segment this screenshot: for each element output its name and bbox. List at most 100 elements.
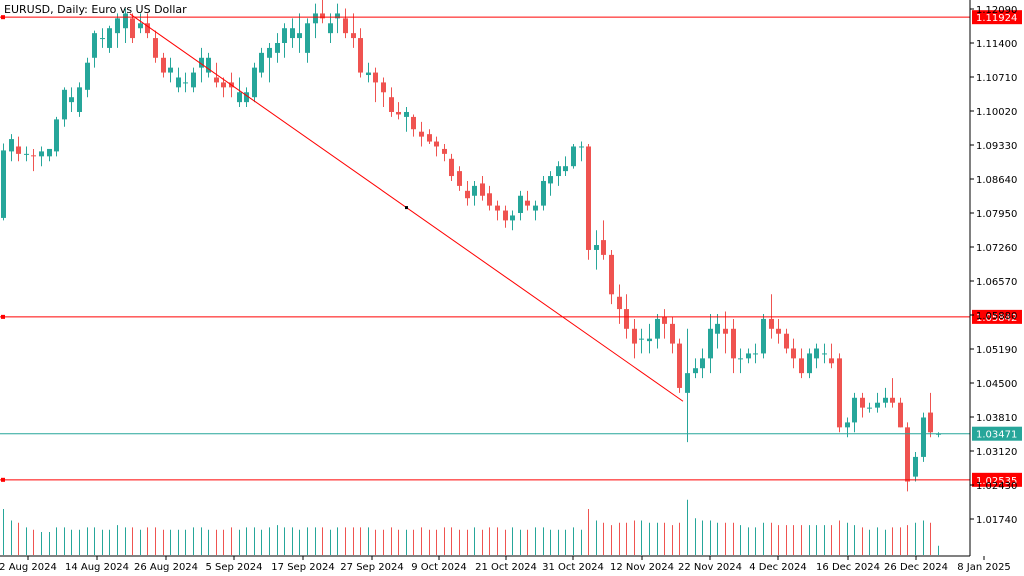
candle-body (39, 151, 44, 157)
candle-body (138, 23, 143, 29)
time-tick-label: 9 Oct 2024 (411, 562, 466, 573)
time-axis: 2 Aug 2024 14 Aug 2024 26 Aug 2024 5 Sep 20… (0, 555, 1011, 573)
candle-body (495, 205, 500, 211)
candle-body (176, 77, 181, 88)
candle-body (723, 328, 728, 334)
volume-pane (3, 499, 939, 555)
candle-body (647, 338, 652, 342)
candle-body (85, 62, 90, 90)
time-tick-label: 26 Dec 2024 (884, 562, 948, 573)
candle-body (890, 397, 895, 403)
candle-body (343, 18, 348, 34)
candle-body (845, 422, 850, 428)
time-tick-label: 12 Nov 2024 (610, 562, 674, 573)
candle-body (389, 97, 394, 112)
candle-body (457, 171, 462, 186)
price-tick-label: 1.03120 (976, 447, 1017, 458)
candle-body (31, 155, 36, 157)
candle-body (928, 412, 933, 433)
candle-body (328, 23, 333, 34)
candle-body (267, 47, 272, 58)
price-tick-label: 1.07260 (976, 243, 1017, 254)
candle-body (16, 146, 21, 154)
candle-body (708, 328, 713, 359)
candle-body (594, 245, 599, 250)
price-tick-label: 1.08640 (976, 175, 1017, 186)
candle-body (746, 353, 751, 359)
price-tick-label: 1.07950 (976, 209, 1017, 220)
candle-body (366, 72, 371, 76)
candle-body (199, 57, 204, 68)
time-tick-label: 14 Aug 2024 (65, 562, 129, 573)
candle-body (617, 296, 622, 310)
candle-body (282, 28, 287, 43)
candle-body (852, 397, 857, 423)
candle-body (92, 33, 97, 58)
candle-body (677, 343, 682, 388)
candle-body (860, 397, 865, 408)
candle-body (115, 18, 120, 34)
price-tick-label: 1.03810 (976, 413, 1017, 424)
price-axis: 1.12090 1.11400 1.10710 1.10020 1.09330 1.086… (969, 0, 1017, 556)
price-level-tag (972, 426, 1022, 441)
time-tick-label: 17 Sep 2024 (271, 562, 334, 573)
price-level-tag-label: 1.03471 (976, 430, 1017, 441)
candle-body (791, 348, 796, 359)
candle-body (936, 433, 941, 435)
candle-body (351, 33, 356, 39)
time-tick-label: 27 Sep 2024 (340, 562, 403, 573)
candle-body (1, 150, 6, 218)
candle-body (77, 87, 82, 112)
time-tick-label: 16 Dec 2024 (816, 562, 880, 573)
candle-body (700, 358, 705, 369)
candle-body (244, 92, 249, 103)
candle-body (480, 183, 485, 196)
price-tick-label: 1.01740 (976, 515, 1017, 526)
candle-body (609, 254, 614, 295)
candle-body (525, 200, 530, 206)
candle-body (434, 141, 439, 147)
candle-body (867, 407, 872, 409)
candle-body (69, 97, 74, 103)
candle-body (518, 195, 523, 213)
trend-line-midpoint (405, 206, 408, 210)
candle-body (100, 38, 105, 40)
time-tick-label: 5 Sep 2024 (205, 562, 262, 573)
candle-body (579, 146, 584, 148)
candle-body (123, 13, 128, 29)
candle-body (9, 139, 14, 152)
candle-body (807, 353, 812, 374)
candle-body (883, 397, 888, 403)
candle-body (601, 240, 606, 255)
symbol-title: EURUSD, Daily: Euro vs US Dollar (4, 3, 187, 16)
price-tick-label: 1.10710 (976, 73, 1017, 84)
candle-body (404, 111, 409, 117)
candle-body (153, 38, 158, 58)
price-level-tag-label: 1.02535 (976, 476, 1017, 487)
time-tick-label: 2 Aug 2024 (0, 562, 57, 573)
candle-body (381, 82, 386, 93)
candle-body (632, 328, 637, 344)
candle-body (563, 166, 568, 172)
candle-body (465, 190, 470, 199)
candles-layer (1, 0, 941, 492)
price-level-tag (972, 10, 1022, 25)
price-tick-label: 1.12090 (976, 5, 1017, 16)
price-tick-label: 1.06570 (976, 277, 1017, 288)
candle-body (54, 119, 59, 152)
candle-body (731, 328, 736, 359)
price-tick-label: 1.05190 (976, 345, 1017, 356)
candle-body (259, 52, 264, 73)
candle-body (487, 193, 492, 206)
price-tick-label: 1.05880 (976, 311, 1017, 322)
candle-body (214, 77, 219, 83)
price-level-tag (972, 309, 1022, 324)
price-level-tag-label: 1.11924 (976, 13, 1017, 24)
candle-body (738, 358, 743, 360)
candle-body (252, 67, 257, 98)
candle-body (624, 309, 629, 329)
candle-body (510, 215, 515, 221)
candle-body (419, 131, 424, 137)
